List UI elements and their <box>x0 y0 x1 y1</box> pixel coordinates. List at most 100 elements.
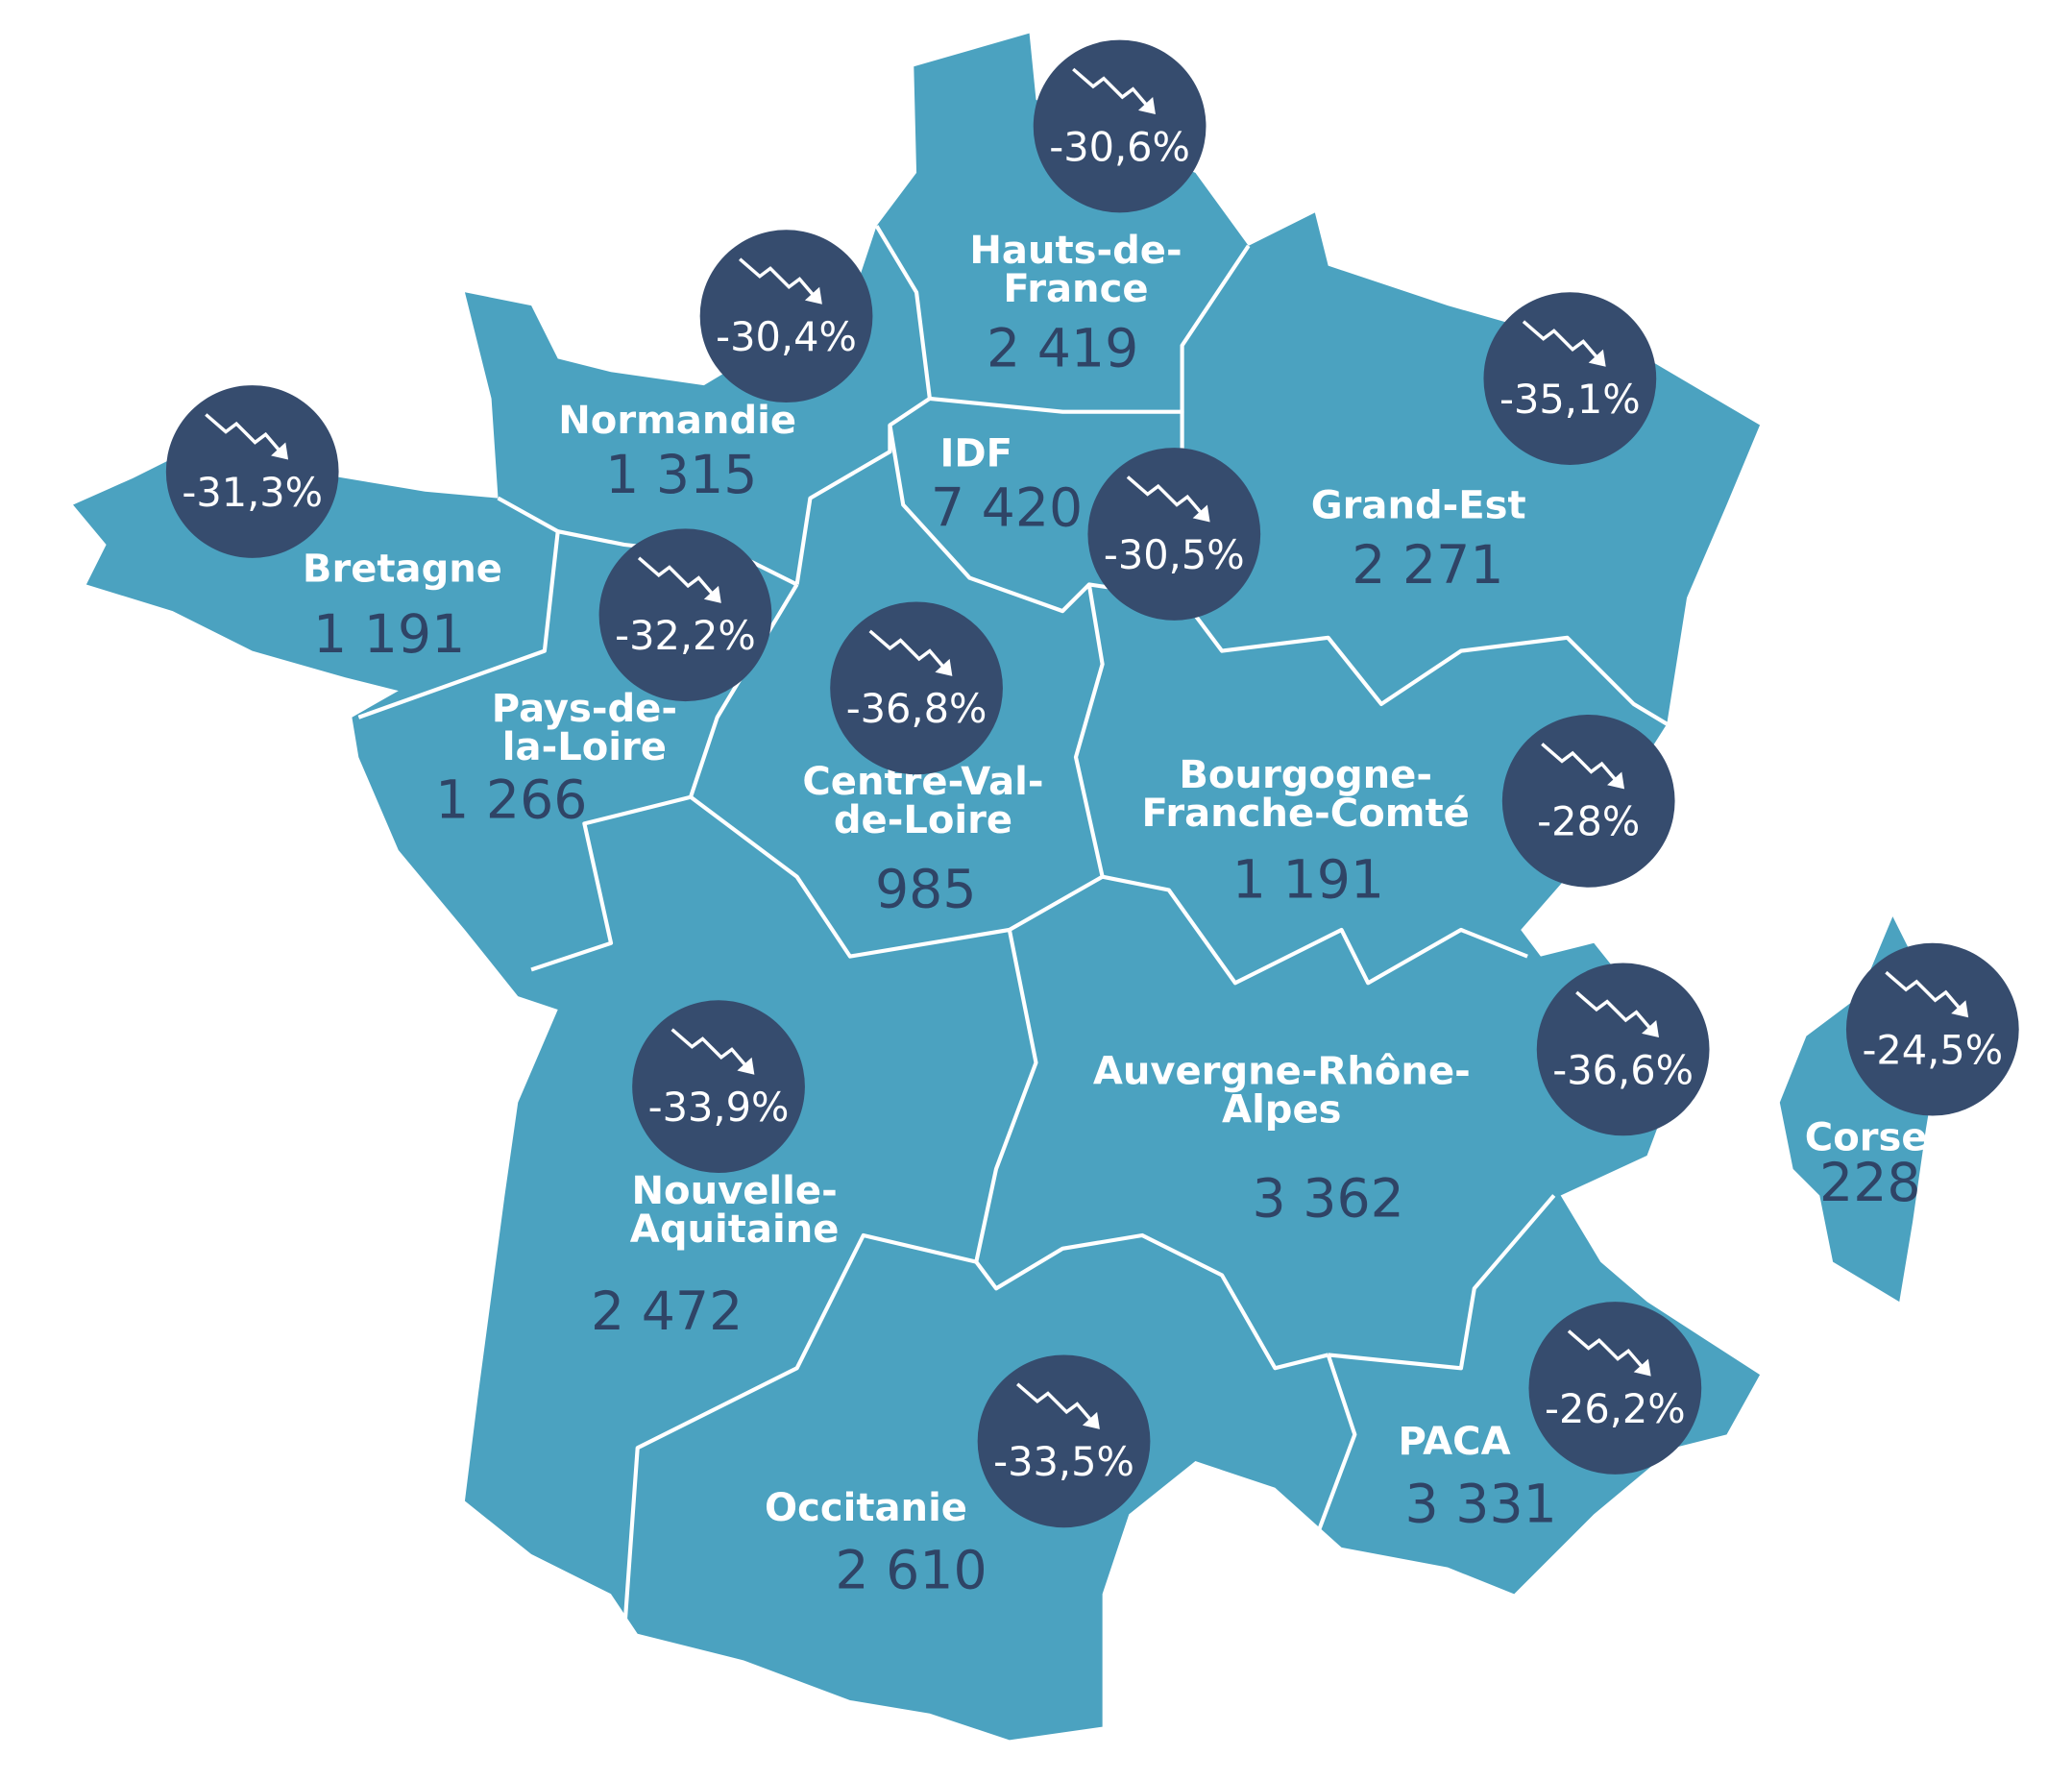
down-trend-icon <box>1575 990 1654 1033</box>
region-name: Hauts-de- <box>969 229 1182 273</box>
badge-circle <box>830 601 1003 775</box>
badge-circle <box>1845 942 2019 1116</box>
region-value: 7 420 <box>931 478 1083 540</box>
change-badge: -36,6% <box>1536 963 1710 1136</box>
badge-circle <box>1536 963 1710 1136</box>
border <box>689 795 1011 959</box>
region-value: 1 315 <box>605 445 757 506</box>
border <box>1180 597 1669 726</box>
region-value: 1 266 <box>435 770 587 832</box>
arrow-head <box>737 1057 755 1075</box>
region-name: Auvergne-Rhône- <box>1093 1049 1471 1093</box>
border <box>622 1232 977 1634</box>
badge-circle <box>977 1354 1151 1528</box>
region-value: 2 610 <box>835 1541 987 1602</box>
down-trend-icon <box>637 556 717 598</box>
border <box>1328 1194 1556 1371</box>
region-name: Occitanie <box>765 1486 967 1530</box>
change-value: -35,1% <box>1499 376 1641 423</box>
arrow-head <box>935 658 953 676</box>
change-value: -33,9% <box>648 1084 790 1131</box>
region-name: Nouvelle- <box>632 1169 838 1213</box>
change-value: -31,3% <box>182 469 323 516</box>
arrow-head <box>1607 771 1625 790</box>
change-value: -33,5% <box>993 1438 1134 1485</box>
region-value: 2 419 <box>987 319 1138 380</box>
region-value: 3 362 <box>1253 1169 1404 1231</box>
change-badge: -30,4% <box>699 230 873 403</box>
change-badge: -30,5% <box>1087 448 1261 621</box>
region-label: Hauts-de-France 2 419 <box>969 229 1182 380</box>
down-trend-icon <box>739 257 817 299</box>
region-label: Grand-Est 2 271 <box>1311 483 1526 597</box>
region-name: Alpes <box>1222 1087 1341 1132</box>
region-name: France <box>1003 267 1148 311</box>
down-trend-icon <box>1567 1329 1646 1371</box>
change-badge: -31,3% <box>165 385 339 558</box>
arrow-head <box>1633 1358 1651 1377</box>
arrow-head <box>1082 1411 1100 1429</box>
border <box>974 1232 1329 1371</box>
region-value: 1 191 <box>313 604 465 666</box>
arrow-head <box>804 286 822 305</box>
region-name: Bourgogne- <box>1179 753 1432 797</box>
change-value: -28% <box>1537 798 1640 845</box>
region-name: Grand-Est <box>1311 483 1526 527</box>
arrow-head <box>1951 1000 1969 1018</box>
down-trend-icon <box>1126 475 1206 517</box>
arrow-head <box>1137 97 1156 115</box>
badge-circle <box>1033 39 1207 213</box>
region-name: de-Loire <box>834 798 1012 842</box>
border <box>1312 1353 1357 1542</box>
region-name: IDF <box>939 431 1012 475</box>
region-label: Nouvelle-Aquitaine 2 472 <box>591 1169 839 1343</box>
badge-circle <box>165 385 339 558</box>
arrow-head <box>271 442 289 460</box>
region-label: Bourgogne-Franche-Comté 1 191 <box>1142 753 1470 912</box>
change-badge: -33,9% <box>632 1000 805 1174</box>
arrow-head <box>1642 1020 1659 1037</box>
change-value: -32,2% <box>615 612 756 659</box>
region-name: Franche-Comté <box>1142 792 1470 836</box>
change-badge: -24,5% <box>1845 942 2019 1116</box>
arrow-head <box>1588 349 1606 367</box>
change-value: -30,4% <box>716 313 857 360</box>
border <box>1102 874 1528 986</box>
badge-circle <box>1087 448 1261 621</box>
arrow-head <box>1192 504 1210 523</box>
change-badge: -28% <box>1501 714 1675 888</box>
border <box>974 929 1038 1263</box>
region-label: Occitanie 2 610 <box>765 1486 987 1602</box>
region-value: 985 <box>875 859 977 920</box>
region-name: Pays-de- <box>492 687 677 731</box>
change-badge: -36,8% <box>830 601 1003 775</box>
border <box>1008 584 1105 932</box>
region-borders <box>357 225 1669 1634</box>
region-value: 3 331 <box>1405 1475 1557 1536</box>
region-value: 2 271 <box>1352 535 1503 597</box>
change-value: -36,6% <box>1552 1046 1694 1093</box>
down-trend-icon <box>1885 970 1963 1012</box>
region-name: Corse <box>1805 1115 1928 1159</box>
down-trend-icon <box>1016 1382 1095 1425</box>
change-badge: -35,1% <box>1483 292 1657 466</box>
arrow-head <box>703 585 721 603</box>
down-trend-icon <box>205 413 283 454</box>
region-label: Auvergne-Rhône-Alpes 3 362 <box>1093 1049 1471 1230</box>
badge-circle <box>598 528 772 702</box>
down-trend-icon <box>1541 743 1620 784</box>
change-value: -26,2% <box>1545 1385 1686 1432</box>
region-label: Bretagne 1 191 <box>303 548 502 666</box>
region-name: Aquitaine <box>630 1207 840 1252</box>
france-mainland <box>73 33 1761 1741</box>
region-name: Normandie <box>558 399 796 443</box>
region-name: Bretagne <box>303 548 502 592</box>
badge-circle <box>1528 1302 1702 1475</box>
region-name: la-Loire <box>502 725 667 769</box>
down-trend-icon <box>670 1028 749 1069</box>
